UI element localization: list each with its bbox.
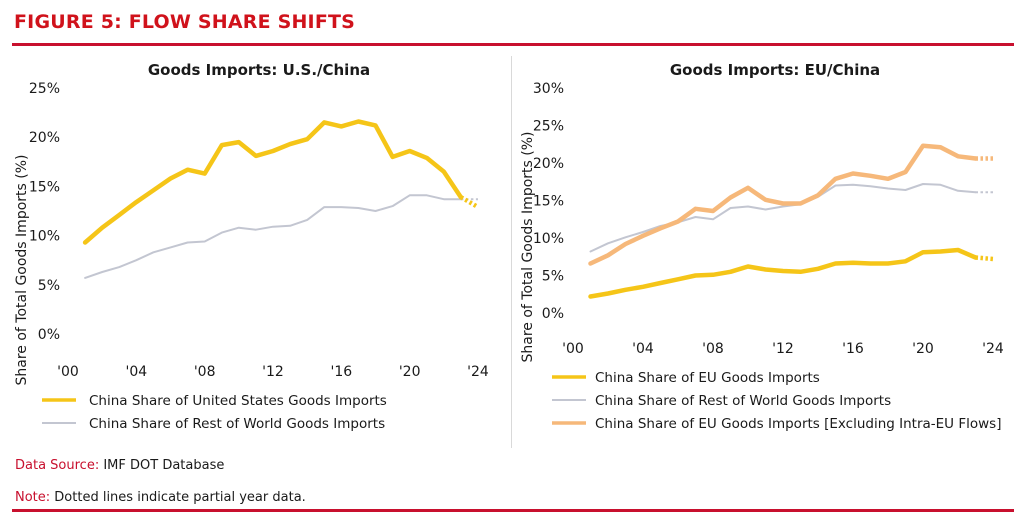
bottom-rule: [12, 509, 1014, 512]
note-label: Note:: [15, 490, 51, 505]
us-y-tick-label: 15%: [29, 179, 60, 195]
us-series-line-china-share-of-united-states-goods-imports: [82, 119, 464, 245]
us-x-tick-label: '12: [262, 364, 284, 380]
us-legend-label-china-share-of-united-states-goods-imports: China Share of United States Goods Impor…: [89, 393, 387, 409]
eu-legend-label-china-share-of-rest-of-world-goods-imports: China Share of Rest of World Goods Impor…: [595, 393, 891, 409]
data-source-text: IMF DOT Database: [103, 458, 225, 473]
eu-y-tick-label: 15%: [533, 194, 564, 210]
us-x-tick-label: '04: [125, 364, 147, 380]
eu-series-line-china-share-of-eu-goods-imports-excluding-intra-eu-flows: [588, 143, 978, 266]
us-china-chart: Goods Imports: U.S./China Share of Total …: [14, 61, 489, 432]
us-chart-title: Goods Imports: U.S./China: [148, 61, 370, 79]
eu-china-chart: Goods Imports: EU/China Share of Total Go…: [520, 61, 1004, 432]
us-y-tick-label: 5%: [38, 278, 60, 294]
eu-series-dotted-china-share-of-eu-goods-imports: [975, 255, 994, 262]
us-y-axis-label: Share of Total Goods Imports (%): [14, 155, 30, 386]
us-series-dotted-china-share-of-united-states-goods-imports: [459, 195, 480, 210]
eu-y-tick-label: 10%: [533, 231, 564, 247]
eu-x-tick-label: '20: [912, 341, 934, 357]
eu-legend-label-china-share-of-eu-goods-imports-excluding-intra-eu-flows: China Share of EU Goods Imports [Excludi…: [595, 416, 1001, 432]
us-x-tick-label: '08: [194, 364, 216, 380]
eu-x-tick-label: '08: [702, 341, 724, 357]
us-series-line-china-share-of-rest-of-world-goods-imports: [84, 194, 462, 279]
us-y-tick-label: 10%: [29, 229, 60, 245]
eu-x-tick-label: '12: [772, 341, 794, 357]
eu-y-tick-label: 20%: [533, 156, 564, 172]
us-legend-label-china-share-of-rest-of-world-goods-imports: China Share of Rest of World Goods Impor…: [89, 416, 385, 432]
us-y-tick-label: 25%: [29, 81, 60, 97]
data-source-label: Data Source:: [15, 458, 100, 473]
eu-series-line-china-share-of-eu-goods-imports: [588, 247, 978, 299]
panel-divider: [511, 56, 512, 448]
eu-legend-label-china-share-of-eu-goods-imports: China Share of EU Goods Imports: [595, 370, 820, 386]
us-x-tick-label: '00: [57, 364, 79, 380]
note-line: Note: Dotted lines indicate partial year…: [15, 490, 306, 505]
eu-y-tick-label: 30%: [533, 81, 564, 97]
eu-y-axis-label: Share of Total Goods Imports (%): [520, 132, 536, 363]
eu-y-tick-label: 0%: [542, 306, 564, 322]
eu-x-tick-label: '16: [842, 341, 864, 357]
us-x-tick-label: '16: [330, 364, 352, 380]
eu-x-tick-label: '00: [562, 341, 584, 357]
data-source-line: Data Source: IMF DOT Database: [15, 458, 224, 473]
us-x-tick-label: '20: [399, 364, 421, 380]
eu-chart-title: Goods Imports: EU/China: [670, 61, 880, 79]
eu-x-tick-label: '24: [982, 341, 1004, 357]
eu-series-line-china-share-of-rest-of-world-goods-imports: [589, 183, 977, 253]
eu-x-tick-label: '04: [632, 341, 654, 357]
eu-y-tick-label: 5%: [542, 269, 564, 285]
us-y-tick-label: 0%: [38, 327, 60, 343]
figure-title: FIGURE 5: FLOW SHARE SHIFTS: [14, 11, 356, 33]
note-text: Dotted lines indicate partial year data.: [54, 490, 306, 505]
top-rule: [12, 43, 1014, 46]
eu-y-tick-label: 25%: [533, 119, 564, 135]
us-y-tick-label: 20%: [29, 130, 60, 146]
us-x-tick-label: '24: [467, 364, 489, 380]
